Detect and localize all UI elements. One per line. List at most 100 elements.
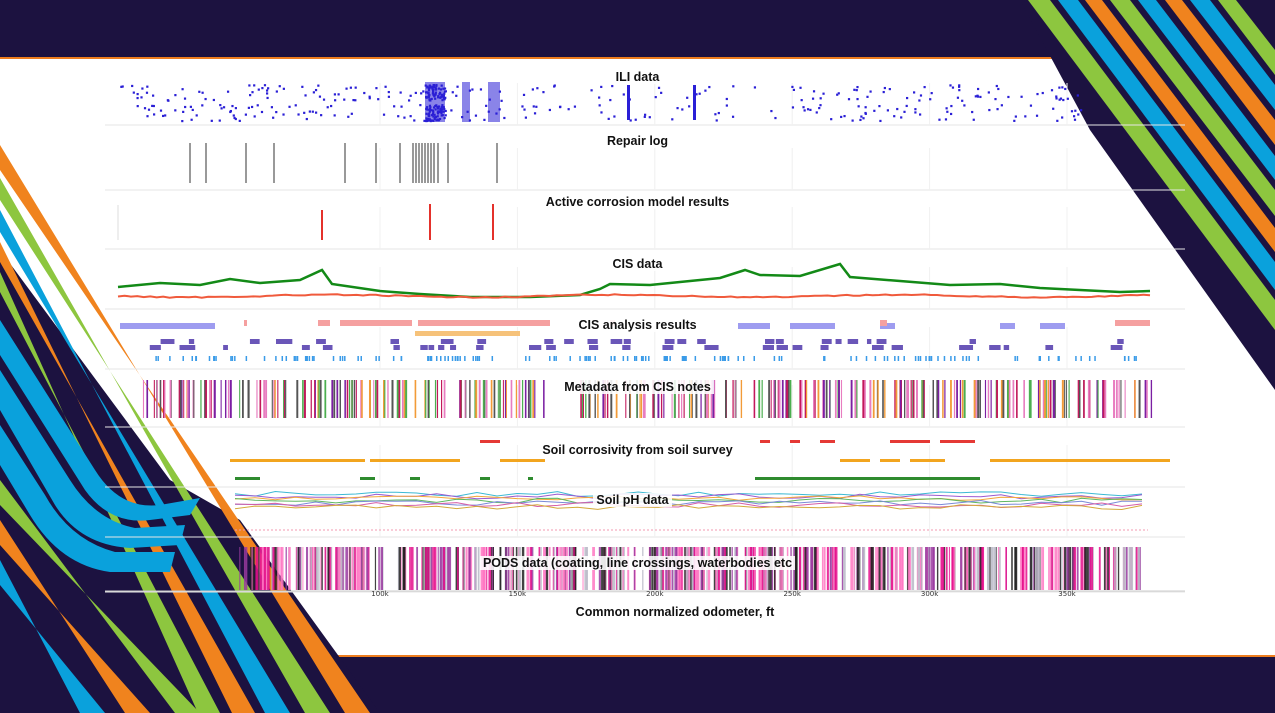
ili-point [1035,114,1039,117]
ili-point [800,99,803,102]
ili-point [542,91,545,94]
cis-analysis-interval [823,356,825,361]
ili-point [567,108,570,111]
cis-analysis-interval [427,356,430,361]
cis-analysis-interval [1048,356,1050,361]
ili-point [444,109,447,113]
ili-point [145,91,149,94]
cis-analysis-interval [308,356,311,361]
ili-point [474,114,478,117]
ili-point [334,99,337,102]
ili-point [607,117,610,120]
ili-point [688,105,691,108]
cis-analysis-interval [727,356,730,361]
ili-point [413,119,416,122]
ili-point [1050,89,1054,92]
cis-analysis-interval [304,356,307,361]
ili-point [958,85,961,88]
ili-point [815,111,818,114]
ili-point [634,118,637,121]
ili-point [343,98,346,101]
cis-analysis-interval [263,356,266,361]
soil-interval [528,477,533,480]
ili-point [958,89,961,92]
ili-point [704,89,707,92]
ili-point [153,113,156,116]
cis-analysis-interval [930,356,933,361]
ili-point [312,91,315,94]
cis-analysis-interval [719,356,722,361]
ili-point [350,112,353,115]
ili-point [944,118,948,121]
cis-analysis-interval [344,356,346,361]
ili-point [1000,104,1003,107]
ili-point [882,90,885,94]
ili-point [294,104,297,107]
cis-series-line [117,262,1151,299]
ili-point [278,85,281,88]
cis-analysis-interval [313,356,315,361]
cis-analysis-interval [244,320,247,326]
cis-analysis-interval [281,356,284,361]
ili-point [903,110,906,113]
ili-point [1056,119,1059,122]
cis-analysis-interval [850,356,852,361]
ili-point [806,108,810,111]
cis-analysis-interval [623,339,631,344]
ili-point [297,113,300,116]
cis-analysis-interval [393,345,400,350]
ili-point [275,90,278,93]
ili-point [843,114,846,118]
ili-point [485,104,488,107]
ili-point [873,109,876,112]
ili-point [869,90,872,93]
ili-point [864,106,867,109]
cis-analysis-interval [594,356,596,361]
ili-point [382,113,386,116]
ili-point [906,96,909,100]
ili-cluster [488,82,500,122]
cis-analysis-interval [681,356,684,361]
ili-point [318,95,322,98]
cis-analysis-interval [969,339,976,344]
ili-point [1036,92,1039,96]
ili-point [717,111,720,115]
ili-point [422,90,425,93]
cis-analysis-interval [773,356,776,361]
cis-analysis-interval [790,323,835,329]
ili-point [164,114,167,117]
ili-point [141,87,144,90]
ili-point [368,95,371,98]
ili-point [535,105,538,108]
ili-point [886,109,889,112]
cis-analysis-interval [950,356,952,361]
ili-point [533,112,537,115]
x-tick-label: 250k [783,590,801,598]
ili-point [1061,86,1064,89]
cis-analysis-interval [392,356,395,361]
cis-analysis-interval [1080,356,1082,361]
cis-analysis-interval [775,339,784,344]
ili-point [963,104,966,107]
ili-point [950,104,953,108]
ili-point [136,96,139,100]
cis-analysis-interval [622,345,631,350]
cis-analysis-interval [644,356,647,361]
ili-point [803,109,806,112]
ili-point [450,109,453,112]
ili-point [896,107,899,111]
ili-point [265,89,269,92]
cis-analysis-interval [871,345,884,350]
ili-point [1007,95,1010,99]
ili-point [159,109,163,112]
ili-point [174,94,177,97]
cis-analysis-interval [182,356,184,361]
ili-point [859,118,862,122]
cis-analysis-interval [1088,356,1091,361]
ph-series-line [234,504,1143,511]
cis-analysis-interval [360,356,362,361]
ili-point [234,107,237,110]
ili-point [802,106,805,109]
ili-point [368,97,371,100]
cis-analysis-interval [451,356,454,361]
